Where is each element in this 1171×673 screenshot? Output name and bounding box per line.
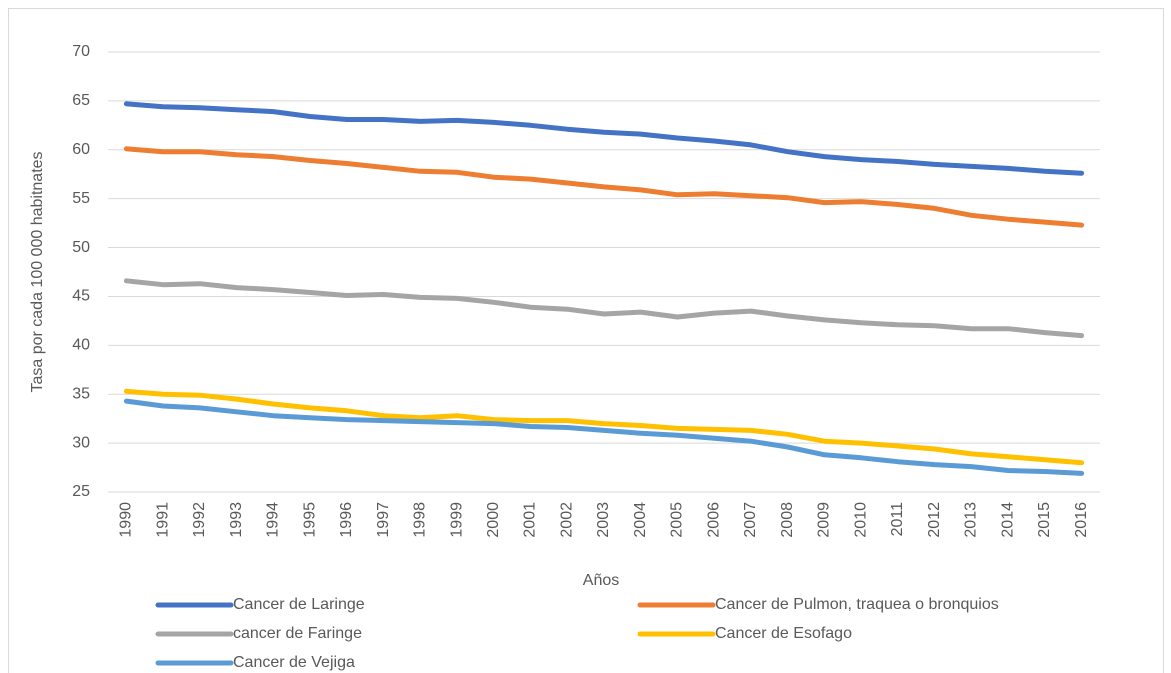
line-series [123, 388, 1085, 466]
line-series [123, 101, 1085, 176]
x-tick-label: 2013 [963, 502, 980, 538]
x-tick-label: 1990 [118, 502, 135, 538]
x-axis-title: Años [583, 572, 619, 589]
x-tick-label: 2006 [705, 502, 722, 538]
line-series [123, 398, 1085, 476]
y-tick-label: 45 [72, 288, 90, 305]
x-tick-label: 1996 [338, 502, 355, 538]
x-tick-label: 2014 [999, 502, 1016, 538]
x-tick-label: 2002 [558, 502, 575, 538]
y-tick-label: 50 [72, 239, 90, 256]
x-tick-label: 2011 [889, 502, 906, 537]
x-tick-label: 1999 [448, 502, 465, 538]
y-tick-label: 60 [72, 141, 90, 158]
x-tick-label: 2007 [742, 502, 759, 538]
line-series [123, 278, 1085, 339]
x-tick-label: 1994 [265, 502, 282, 538]
line-series [123, 146, 1085, 228]
chart-frame [8, 8, 1164, 673]
legend-label: Cancer de Esofago [715, 625, 852, 642]
x-tick-label: 2000 [485, 502, 502, 538]
x-tick-label: 2008 [779, 502, 796, 538]
x-tick-label: 1993 [228, 502, 245, 538]
x-tick-label: 2004 [632, 502, 649, 538]
y-tick-label: 55 [72, 190, 90, 207]
legend-label: Cancer de Vejiga [233, 654, 355, 671]
x-tick-label: 2005 [669, 502, 686, 538]
x-tick-label: 2003 [595, 502, 612, 538]
x-tick-label: 1992 [191, 502, 208, 538]
x-tick-label: 2001 [522, 502, 539, 538]
legend-label: Cancer de Laringe [233, 596, 365, 613]
y-tick-label: 25 [72, 483, 90, 500]
y-tick-label: 30 [72, 434, 90, 451]
x-tick-label: 2009 [816, 502, 833, 538]
y-tick-label: 35 [72, 385, 90, 402]
y-tick-label: 40 [72, 337, 90, 354]
y-tick-label: 65 [72, 92, 90, 109]
y-axis-title: Tasa por cada 100 000 habitnates [29, 151, 46, 392]
x-tick-label: 2012 [926, 502, 943, 538]
x-tick-label: 2015 [1036, 502, 1053, 538]
y-tick-label: 70 [72, 43, 90, 60]
x-tick-label: 2016 [1073, 502, 1090, 538]
legend-label: Cancer de Pulmon, traquea o bronquios [715, 596, 999, 613]
x-tick-label: 1991 [154, 502, 171, 538]
x-tick-label: 1998 [412, 502, 429, 538]
x-tick-label: 1995 [301, 502, 318, 538]
x-tick-label: 1997 [375, 502, 392, 538]
x-tick-label: 2010 [852, 502, 869, 538]
legend-label: cancer de Faringe [233, 625, 362, 642]
